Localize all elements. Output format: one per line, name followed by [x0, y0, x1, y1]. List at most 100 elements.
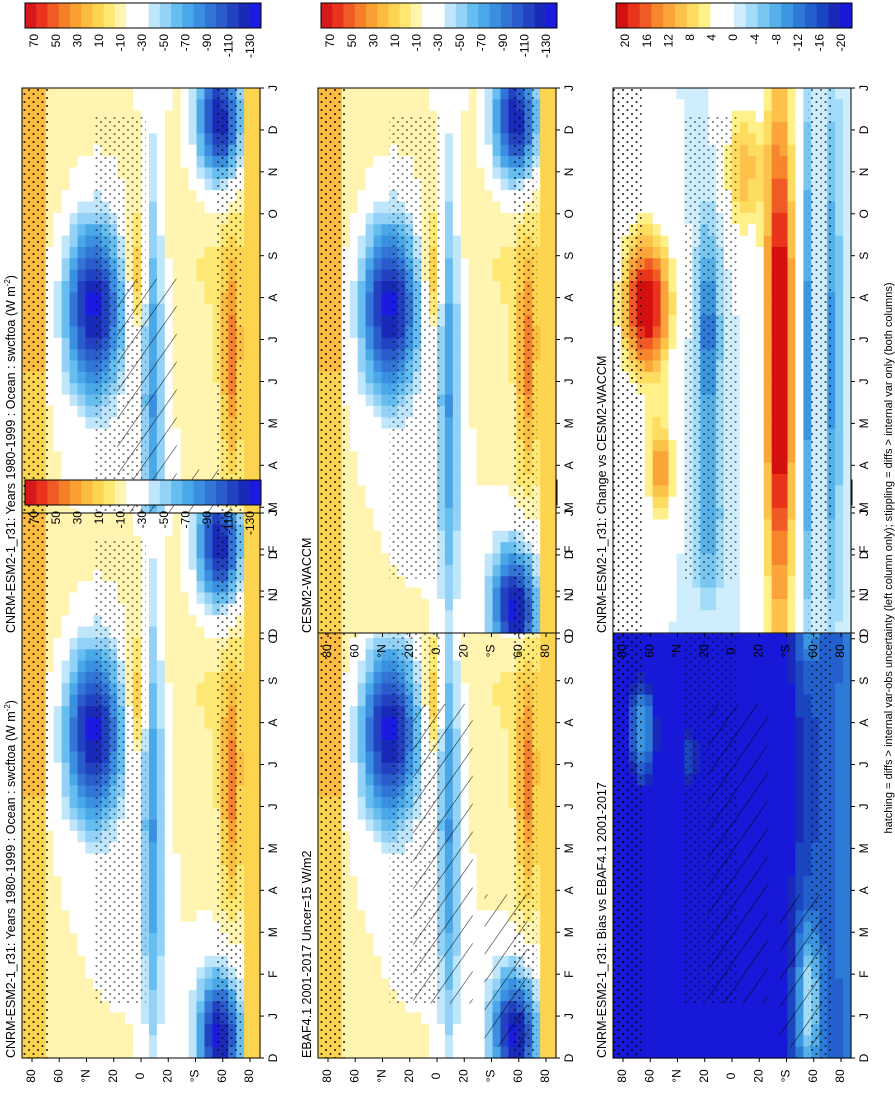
heatmap-cell: [500, 887, 509, 900]
heatmap-cell: [500, 660, 509, 673]
heatmap-cell: [421, 1012, 430, 1025]
heatmap-cell: [188, 830, 198, 843]
heatmap-cell: [429, 1046, 438, 1059]
heatmap-cell: [164, 258, 174, 271]
heatmap-cell: [548, 694, 557, 707]
colorbar-tick-label: -130: [243, 511, 257, 535]
heatmap-cell: [204, 626, 213, 639]
heatmap-cell: [212, 830, 221, 843]
heatmap-cell: [85, 649, 94, 662]
heatmap-cell: [156, 110, 166, 123]
heatmap-cell: [53, 394, 63, 407]
heatmap-cell: [77, 637, 87, 650]
heatmap-cell: [188, 258, 198, 271]
heatmap-cell: [164, 1012, 174, 1025]
heatmap-cell: [180, 246, 190, 259]
heatmap-cell: [244, 717, 253, 730]
heatmap-cell: [85, 303, 94, 316]
heatmap-cell: [172, 349, 182, 362]
heatmap-cell: [500, 167, 509, 180]
heatmap-cell: [357, 762, 367, 775]
heatmap-cell: [204, 762, 213, 775]
heatmap-cell: [212, 144, 221, 157]
heatmap-cell: [381, 133, 390, 146]
month-tick-label: O: [562, 634, 576, 643]
heatmap-cell: [69, 751, 79, 764]
heatmap-cell: [540, 921, 549, 934]
heatmap-cell: [349, 167, 359, 180]
heatmap-cell: [212, 615, 221, 628]
heatmap-cell: [109, 1001, 118, 1014]
heatmap-cell: [61, 110, 71, 123]
heatmap-cell: [244, 133, 253, 146]
heatmap-cell: [188, 796, 198, 809]
heatmap-cell: [357, 1046, 367, 1059]
heatmap-cell: [252, 785, 261, 798]
heatmap-cell: [188, 246, 198, 259]
heatmap-cell: [188, 156, 198, 169]
heatmap-cell: [244, 212, 253, 225]
heatmap-cell: [196, 1023, 206, 1036]
heatmap-cell: [156, 933, 166, 946]
heatmap-cell: [85, 683, 94, 696]
heatmap-cell: [508, 796, 517, 809]
heatmap-cell: [148, 1012, 158, 1025]
heatmap-cell: [452, 99, 462, 112]
heatmap-cell: [468, 830, 478, 843]
heatmap-cell: [61, 989, 71, 1002]
heatmap-cell: [381, 683, 390, 696]
heatmap-cell: [252, 671, 261, 684]
heatmap-cell: [148, 603, 158, 616]
heatmap-cell: [508, 876, 517, 889]
heatmap-cell: [53, 451, 63, 464]
heatmap-cell: [156, 774, 166, 787]
heatmap-cell: [349, 842, 359, 855]
heatmap-cell: [196, 133, 206, 146]
heatmap-cell: [381, 167, 390, 180]
heatmap-cell: [53, 428, 63, 441]
heatmap-cell: [252, 156, 261, 169]
heatmap-cell: [61, 728, 71, 741]
heatmap-cell: [188, 110, 198, 123]
heatmap-cell: [61, 315, 71, 328]
heatmap-cell: [196, 899, 206, 911]
heatmap-cell: [212, 269, 221, 282]
heatmap-cell: [61, 451, 71, 464]
lat-tick-label: 60: [511, 1069, 525, 1083]
heatmap-cell: [492, 796, 502, 809]
heatmap-cell: [212, 842, 221, 855]
heatmap-cell: [180, 751, 190, 764]
heatmap-cell: [349, 133, 359, 146]
heatmap-cell: [53, 603, 63, 616]
heatmap-cell: [188, 1012, 198, 1025]
heatmap-cell: [252, 842, 261, 855]
heatmap-cell: [156, 660, 166, 673]
month-tick-label: J: [562, 510, 576, 516]
heatmap-cell: [548, 785, 557, 798]
heatmap-cell: [53, 201, 63, 214]
heatmap-cell: [476, 751, 486, 764]
heatmap-cell: [365, 167, 375, 180]
heatmap-cell: [508, 190, 517, 203]
heatmap-cell: [156, 694, 166, 707]
heatmap-cell: [196, 156, 206, 169]
heatmap-cell: [69, 637, 79, 650]
lat-tick-label: 20: [160, 1069, 174, 1083]
heatmap-cell: [172, 383, 182, 396]
heatmap-cell: [476, 224, 486, 237]
heatmap-cell: [540, 212, 549, 225]
heatmap-cell: [540, 1046, 549, 1059]
heatmap-cell: [53, 842, 63, 855]
heatmap-cell: [381, 706, 390, 718]
heatmap-cell: [85, 706, 94, 718]
heatmap-cell: [244, 558, 253, 571]
heatmap-cell: [484, 796, 494, 809]
colorbar-tick-label: 70: [27, 34, 41, 48]
heatmap-cell: [196, 371, 206, 384]
heatmap-cell: [188, 751, 198, 764]
heatmap-cell: [61, 660, 71, 673]
colorbar-tick-label: -90: [200, 34, 214, 52]
heatmap-cell: [244, 796, 253, 809]
heatmap-cell: [53, 967, 63, 980]
heatmap-cell: [164, 876, 174, 889]
